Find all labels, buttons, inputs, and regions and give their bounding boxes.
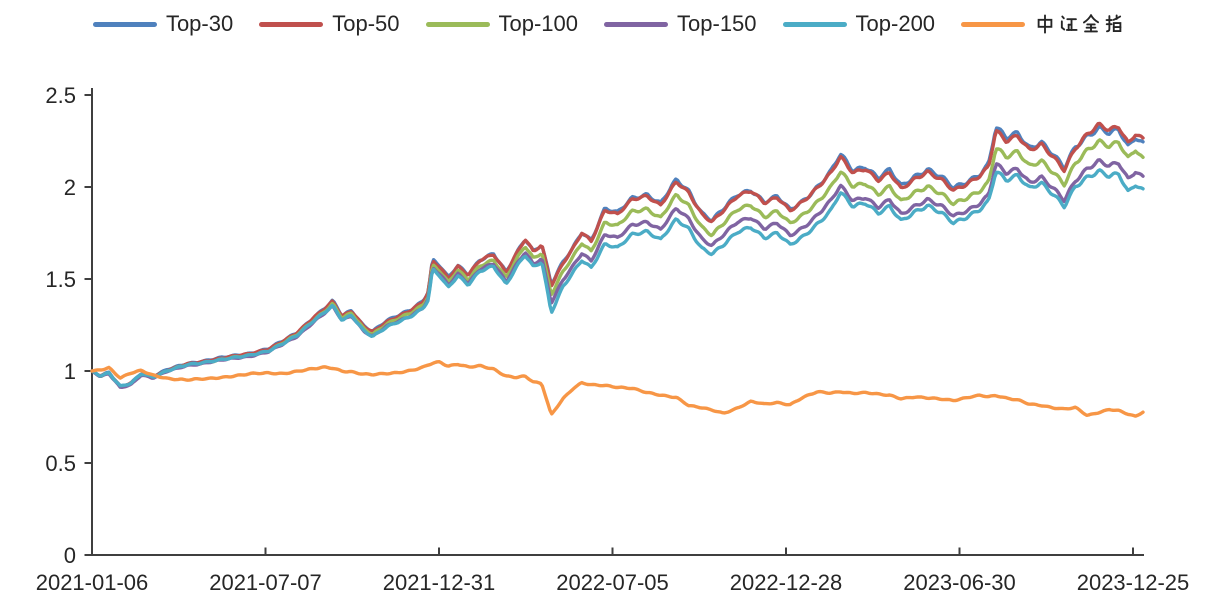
legend-label bbox=[1034, 13, 1125, 35]
x-tick-label: 2021-07-07 bbox=[209, 570, 322, 595]
legend-item-5: Top-200 bbox=[782, 11, 936, 36]
series-line-1 bbox=[90, 124, 1145, 388]
x-tick-label: 2023-12-25 bbox=[1077, 570, 1190, 595]
legend-item-2: Top-50 bbox=[259, 11, 400, 36]
series-line-5 bbox=[90, 168, 1145, 388]
legend-label: Top-150 bbox=[677, 11, 757, 36]
legend-swatch bbox=[604, 21, 669, 27]
y-tick-label: 0 bbox=[64, 543, 76, 568]
legend-label: Top-100 bbox=[498, 11, 579, 36]
y-tick-label: 2.5 bbox=[45, 83, 76, 108]
legend-swatch bbox=[92, 21, 157, 27]
axis-lines bbox=[91, 88, 1144, 556]
x-tick-label: 2021-12-31 bbox=[383, 570, 496, 595]
chart-legend: Top-30 Top-50 Top-100 Top-150 Top-200 bbox=[0, 13, 1218, 35]
legend-label: Top-50 bbox=[332, 11, 400, 36]
x-tick-label: 2021-01-06 bbox=[36, 570, 149, 595]
legend-swatch bbox=[782, 21, 847, 27]
legend-swatch bbox=[961, 21, 1026, 27]
legend-swatch bbox=[259, 21, 324, 27]
cjk-glyph bbox=[1083, 14, 1100, 33]
legend-swatch bbox=[425, 21, 490, 27]
x-tick-label: 2023-06-30 bbox=[903, 570, 1016, 595]
legend-item-4: Top-150 bbox=[604, 13, 757, 35]
legend-label: Top-30 bbox=[165, 11, 234, 36]
legend-label: Top-200 bbox=[855, 11, 936, 36]
series-line-2 bbox=[90, 121, 1145, 389]
cjk-glyph bbox=[1037, 14, 1053, 34]
y-tick-label: 2 bbox=[64, 175, 76, 200]
legend-item-3: Top-100 bbox=[425, 11, 579, 36]
series-line-3 bbox=[90, 138, 1145, 388]
series-line-6 bbox=[90, 360, 1145, 418]
legend-item-6 bbox=[961, 13, 1125, 35]
legend-item-1: Top-30 bbox=[92, 11, 234, 36]
cjk-glyph bbox=[1060, 15, 1078, 31]
x-tick-label: 2022-07-05 bbox=[556, 570, 669, 595]
y-tick-label: 1 bbox=[64, 359, 76, 384]
cjk-glyph bbox=[1105, 14, 1122, 33]
y-tick-label: 1.5 bbox=[45, 267, 76, 292]
x-tick-label: 2022-12-28 bbox=[730, 570, 843, 595]
y-tick-label: 0.5 bbox=[45, 451, 76, 476]
